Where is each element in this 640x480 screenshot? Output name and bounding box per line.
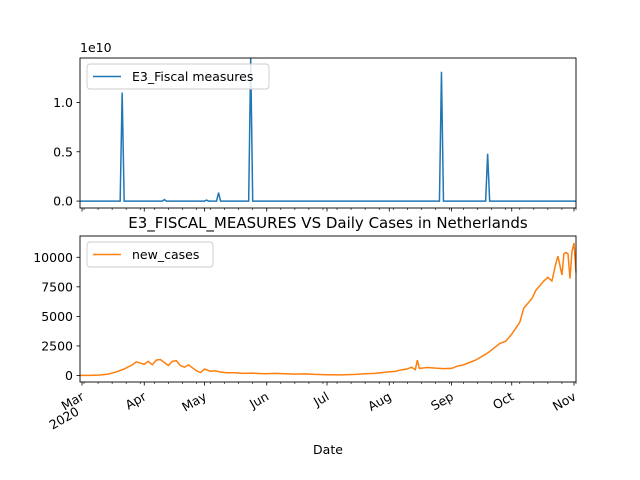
bottom-y-tick-label: 0 bbox=[65, 368, 73, 383]
x-axis-label: Date bbox=[313, 442, 343, 457]
top-y-tick-label: 0.5 bbox=[53, 144, 73, 159]
top-legend-box bbox=[86, 63, 270, 90]
bottom-series-line bbox=[79, 242, 577, 377]
top-y-tick-label: 1.0 bbox=[53, 95, 73, 110]
bottom-legend-label: new_cases bbox=[132, 247, 199, 262]
top-x-minor-ticks bbox=[81, 208, 577, 212]
top-axes: 0.0 0.5 1.0 1e10 E3_Fiscal measures bbox=[53, 40, 577, 212]
bottom-y-tick-label: 10000 bbox=[33, 250, 73, 265]
top-legend-label: E3_Fiscal measures bbox=[132, 69, 253, 84]
x-tick-label: Jul bbox=[310, 389, 331, 410]
bottom-axes-frame bbox=[79, 235, 577, 383]
bottom-y-ticks: 0 2500 5000 7500 10000 bbox=[33, 250, 80, 383]
top-legend: E3_Fiscal measures bbox=[86, 63, 270, 90]
bottom-y-tick-label: 2500 bbox=[41, 338, 73, 353]
top-series-line bbox=[80, 57, 576, 202]
bottom-legend: new_cases bbox=[86, 241, 214, 268]
top-y-tick-label: 0.0 bbox=[53, 194, 73, 209]
bottom-y-tick-label: 7500 bbox=[41, 279, 73, 294]
bottom-legend-box bbox=[86, 241, 214, 268]
top-axes-frame bbox=[79, 57, 577, 209]
top-offset-text: 1e10 bbox=[80, 40, 112, 55]
bottom-chart-title: E3_FISCAL_MEASURES VS Daily Cases in Net… bbox=[128, 214, 528, 233]
bottom-y-tick-label: 5000 bbox=[41, 309, 73, 324]
top-y-ticks: 0.0 0.5 1.0 bbox=[53, 95, 80, 209]
